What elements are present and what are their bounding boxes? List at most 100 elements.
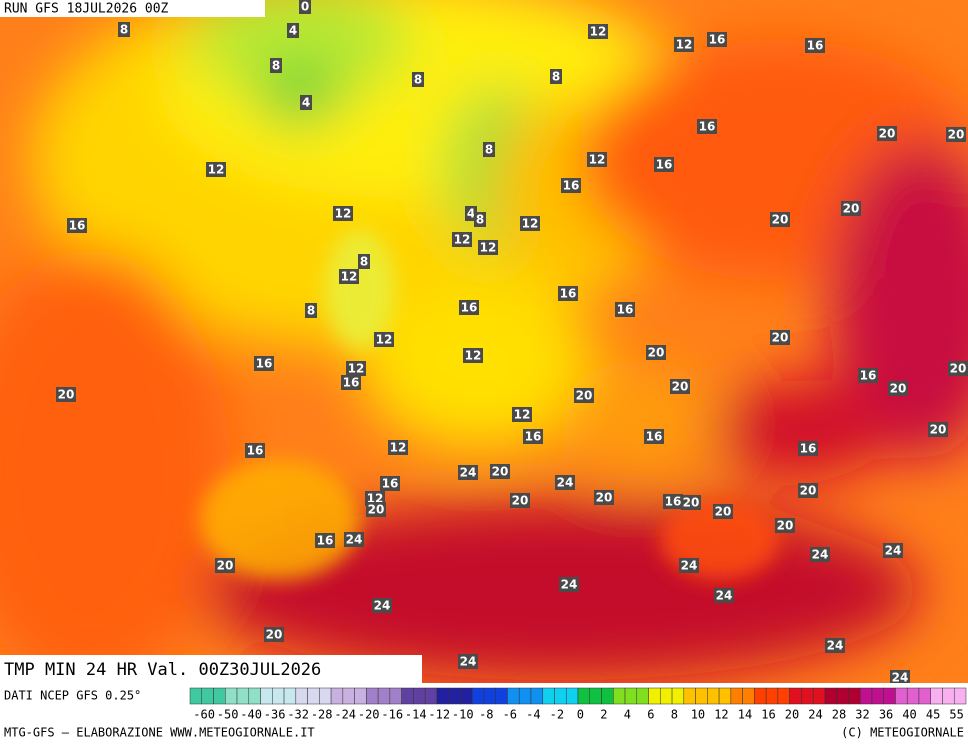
contour-label-box xyxy=(825,638,845,653)
contour-label-box xyxy=(646,345,666,360)
contour-label: 16 xyxy=(615,302,635,317)
scale-swatch xyxy=(236,687,250,705)
scale-label: 55 xyxy=(949,708,963,722)
scale-swatch xyxy=(225,687,238,705)
contour-label-text: 20 xyxy=(368,503,385,517)
contour-label-text: 16 xyxy=(709,33,726,47)
contour-label-box xyxy=(559,577,579,592)
scale-label: 45 xyxy=(926,708,940,722)
contour-label: 20 xyxy=(770,330,790,345)
contour-label-text: 4 xyxy=(289,24,297,38)
contour-label: 12 xyxy=(674,37,694,52)
contour-label-box xyxy=(412,72,424,87)
contour-label-box xyxy=(380,476,400,491)
contour-label: 8 xyxy=(412,72,424,87)
scale-label: -8 xyxy=(479,708,493,722)
scale-swatch xyxy=(765,687,779,705)
scale-swatch xyxy=(718,687,732,705)
contour-label-box xyxy=(388,440,408,455)
scale-swatch xyxy=(530,687,543,705)
contour-label-text: 12 xyxy=(348,362,365,376)
contour-label-text: 12 xyxy=(590,25,607,39)
contour-label-box xyxy=(344,532,364,547)
contour-label-text: 20 xyxy=(777,519,794,533)
contour-label-text: 20 xyxy=(672,380,689,394)
contour-label-box xyxy=(483,142,495,157)
contour-label-text: 8 xyxy=(272,59,280,73)
scale-swatch xyxy=(565,687,579,705)
contour-label: 16 xyxy=(707,32,727,47)
contour-label-box xyxy=(588,24,608,39)
contour-label-box xyxy=(287,23,299,38)
contour-label-box xyxy=(463,348,483,363)
contour-label-box xyxy=(858,368,878,383)
contour-label-box xyxy=(674,37,694,52)
contour-label-box xyxy=(679,558,699,573)
contour-label-box xyxy=(523,429,543,444)
contour-label-box xyxy=(654,157,674,172)
contour-label: 8 xyxy=(483,142,495,157)
scale-swatch xyxy=(272,687,285,705)
contour-label-box xyxy=(775,518,795,533)
contour-label-text: 16 xyxy=(807,39,824,53)
contour-label-text: 16 xyxy=(69,219,86,233)
title-box xyxy=(0,655,422,683)
contour-label-text: 8 xyxy=(414,73,422,87)
contour-label: 16 xyxy=(67,218,87,233)
contour-label-box xyxy=(883,543,903,558)
contour-label-text: 20 xyxy=(772,331,789,345)
contour-label-box xyxy=(594,490,614,505)
contour-label-box xyxy=(713,504,733,519)
contour-label-box xyxy=(805,38,825,53)
contour-label-text: 20 xyxy=(890,382,907,396)
contour-label-text: 24 xyxy=(892,671,909,685)
contour-label: 16 xyxy=(380,476,400,491)
contour-label-box xyxy=(948,361,968,376)
contour-label: 20 xyxy=(681,495,701,510)
contour-label-box xyxy=(245,443,265,458)
contour-label-text: 20 xyxy=(596,491,613,505)
contour-label-text: 8 xyxy=(552,70,560,84)
scale-swatch xyxy=(777,687,790,705)
contour-label-box xyxy=(697,119,717,134)
contour-label: 20 xyxy=(646,345,666,360)
contour-label-box xyxy=(770,330,790,345)
scale-label: 0 xyxy=(577,708,584,722)
contour-label: 8 xyxy=(358,254,370,269)
contour-label-text: 20 xyxy=(217,559,234,573)
contour-label: 16 xyxy=(798,441,818,456)
contour-label: 24 xyxy=(555,475,575,490)
scale-swatch xyxy=(754,687,767,705)
contour-label-box xyxy=(458,465,478,480)
contour-label-text: 12 xyxy=(522,217,539,231)
contour-label-text: 24 xyxy=(885,544,902,558)
contour-label-text: 20 xyxy=(800,484,817,498)
scale-swatch xyxy=(836,687,849,705)
contour-label-text: 16 xyxy=(563,179,580,193)
scale-label: -6 xyxy=(503,708,517,722)
contour-label: 24 xyxy=(372,598,392,613)
contour-label: 24 xyxy=(810,547,830,562)
contour-label: 20 xyxy=(594,490,614,505)
contour-label-box xyxy=(841,201,861,216)
contour-label-text: 16 xyxy=(860,369,877,383)
contour-label-text: 12 xyxy=(514,408,531,422)
scale-label: 14 xyxy=(738,708,752,722)
scale-swatch xyxy=(730,687,743,705)
contour-label-box xyxy=(206,162,226,177)
contour-label: 16 xyxy=(523,429,543,444)
contour-label: 20 xyxy=(775,518,795,533)
contour-label-box xyxy=(474,212,486,227)
contour-label: 16 xyxy=(558,286,578,301)
contour-label-text: 16 xyxy=(665,495,682,509)
scale-label: 32 xyxy=(855,708,869,722)
contour-label: 12 xyxy=(388,440,408,455)
contour-label-box xyxy=(478,240,498,255)
contour-label-box xyxy=(670,379,690,394)
scale-swatch xyxy=(189,687,203,705)
contour-label-text: 16 xyxy=(699,120,716,134)
contour-label: 12 xyxy=(587,152,607,167)
credit-label: MTG-GFS — ELABORAZIONE WWW.METEOGIORNALE… xyxy=(4,726,315,740)
contour-label-box xyxy=(707,32,727,47)
contour-label: 20 xyxy=(928,422,948,437)
